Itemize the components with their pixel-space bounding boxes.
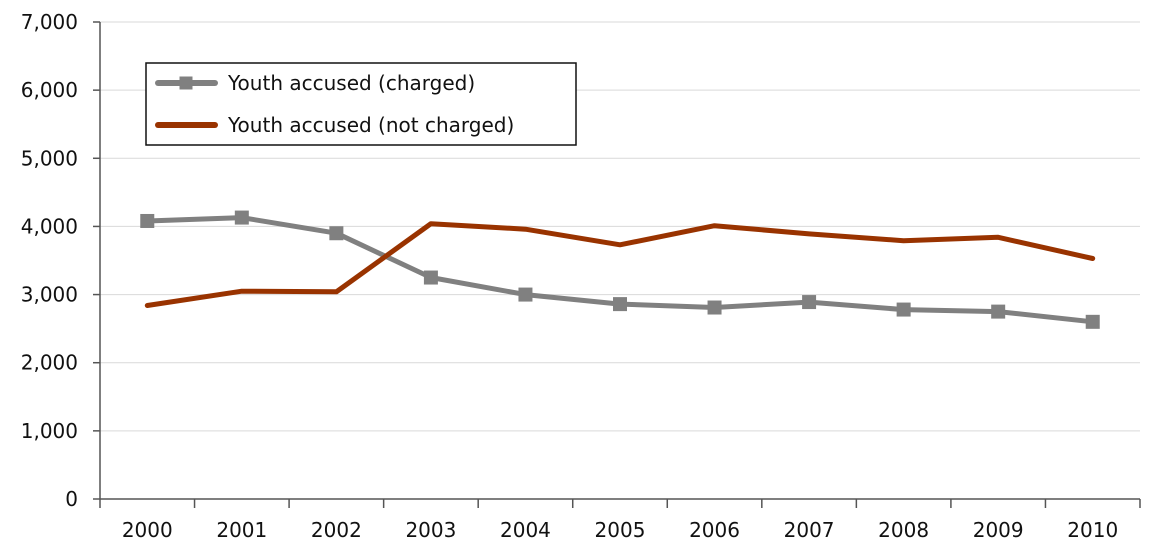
- legend-box: [145, 62, 577, 146]
- y-tick-label: 2,000: [21, 351, 78, 375]
- y-tick-label: 4,000: [21, 214, 78, 238]
- data-point: [991, 304, 1006, 319]
- x-tick-label: 2008: [878, 518, 929, 542]
- y-tick-label: 5,000: [21, 146, 78, 170]
- x-tick-label: 2007: [784, 518, 835, 542]
- data-point: [140, 213, 155, 228]
- y-tick-label: 1,000: [21, 419, 78, 443]
- x-tick-label: 2003: [405, 518, 456, 542]
- y-tick-label: 3,000: [21, 283, 78, 307]
- y-tick-label: 7,000: [21, 10, 78, 34]
- data-point: [234, 210, 249, 225]
- data-point: [423, 270, 438, 285]
- legend: Youth accused (charged) Youth accused (n…: [145, 62, 577, 146]
- y-tick-label: 6,000: [21, 78, 78, 102]
- x-tick-label: 2005: [595, 518, 646, 542]
- x-tick-label: 2010: [1067, 518, 1118, 542]
- y-axis-ticks: 0 1,000 2,000 3,000 4,000 5,000 6,000 7,000: [21, 10, 100, 511]
- legend-marker-charged: [179, 76, 193, 90]
- data-point: [613, 297, 627, 312]
- x-tick-label: 2002: [311, 518, 362, 542]
- y-tick-label: 0: [65, 487, 78, 511]
- legend-label-charged: Youth accused (charged): [227, 71, 475, 95]
- data-point: [707, 300, 722, 315]
- data-point: [802, 295, 817, 310]
- data-point: [518, 287, 533, 302]
- data-point: [896, 302, 911, 317]
- x-tick-label: 2004: [500, 518, 551, 542]
- x-tick-label: 2006: [689, 518, 740, 542]
- x-axis-ticks: 2000 2001 2002 2003 2004 2005 2006 2007 2008 2009…: [99, 499, 1141, 542]
- axes: [99, 22, 1140, 500]
- legend-label-not-charged: Youth accused (not charged): [227, 113, 514, 137]
- data-point: [1085, 314, 1100, 329]
- x-tick-label: 2009: [973, 518, 1024, 542]
- data-point: [329, 226, 344, 241]
- x-tick-label: 2001: [216, 518, 267, 542]
- series-0: [140, 210, 1100, 329]
- series-1: [144, 221, 1096, 308]
- series-layer: [140, 210, 1100, 329]
- legend-item-charged: Youth accused (charged): [155, 71, 475, 95]
- legend-item-not-charged: Youth accused (not charged): [155, 113, 514, 137]
- series-line: [144, 221, 1096, 308]
- x-tick-label: 2000: [122, 518, 173, 542]
